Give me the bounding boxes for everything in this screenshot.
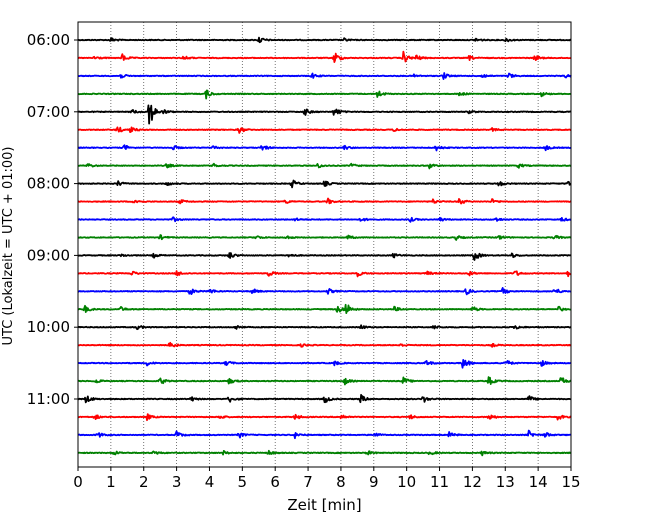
trace-1115 (77, 413, 572, 422)
y-tick-label-2: 08:00 (27, 175, 70, 193)
trace-0800 (77, 179, 572, 189)
trace-0900 (77, 252, 572, 261)
x-tick-label-13: 13 (496, 473, 515, 491)
x-tick-label-7: 7 (303, 473, 313, 491)
y-axis-title: UTC (Lokalzeit = UTC + 01:00) (1, 147, 16, 346)
x-tick-label-2: 2 (139, 473, 149, 491)
traces-layer (77, 36, 572, 457)
trace-0845 (77, 234, 572, 241)
x-tick-label-11: 11 (430, 473, 449, 491)
trace-1045 (77, 376, 572, 386)
trace-0600 (77, 36, 572, 44)
trace-0615 (77, 50, 572, 63)
x-tick-label-14: 14 (529, 473, 548, 491)
trace-0630 (77, 72, 572, 80)
trace-0915 (77, 270, 572, 278)
x-axis-title: Zeit [min] (287, 496, 361, 514)
x-tick-label-10: 10 (397, 473, 416, 491)
trace-0945 (77, 303, 572, 315)
x-axis: 0 1 2 3 4 5 6 7 8 9 10 11 12 13 14 15 (73, 467, 581, 491)
plot-background (78, 22, 571, 467)
grid-layer (110, 22, 539, 467)
y-tick-label-5: 11:00 (27, 390, 70, 408)
plot-frame (77, 21, 572, 468)
x-tick-label-5: 5 (238, 473, 248, 491)
trace-0815 (77, 197, 572, 205)
trace-0700 (77, 104, 572, 125)
trace-1145 (77, 449, 572, 457)
trace-0930 (77, 287, 572, 296)
x-tick-label-15: 15 (561, 473, 580, 491)
y-axis: 06:00 07:00 08:00 09:00 10:00 11:00 (27, 31, 78, 408)
trace-1130 (77, 429, 572, 440)
x-tick-label-12: 12 (463, 473, 482, 491)
trace-0745 (77, 162, 572, 170)
trace-1000 (77, 324, 572, 331)
trace-0730 (77, 144, 572, 152)
trace-0830 (77, 216, 572, 223)
x-tick-label-1: 1 (106, 473, 116, 491)
y-tick-label-3: 09:00 (27, 246, 70, 264)
trace-1030 (77, 358, 572, 369)
trace-1100 (77, 393, 572, 404)
y-tick-label-0: 06:00 (27, 31, 70, 49)
x-tick-label-0: 0 (73, 473, 83, 491)
trace-0645 (77, 89, 572, 100)
x-tick-label-6: 6 (270, 473, 280, 491)
y-tick-label-4: 10:00 (27, 318, 70, 336)
trace-0715 (77, 126, 572, 134)
x-tick-label-4: 4 (205, 473, 215, 491)
x-tick-label-3: 3 (172, 473, 182, 491)
trace-1015 (77, 341, 572, 348)
x-tick-label-9: 9 (369, 473, 379, 491)
y-tick-label-1: 07:00 (27, 103, 70, 121)
x-tick-label-8: 8 (336, 473, 346, 491)
